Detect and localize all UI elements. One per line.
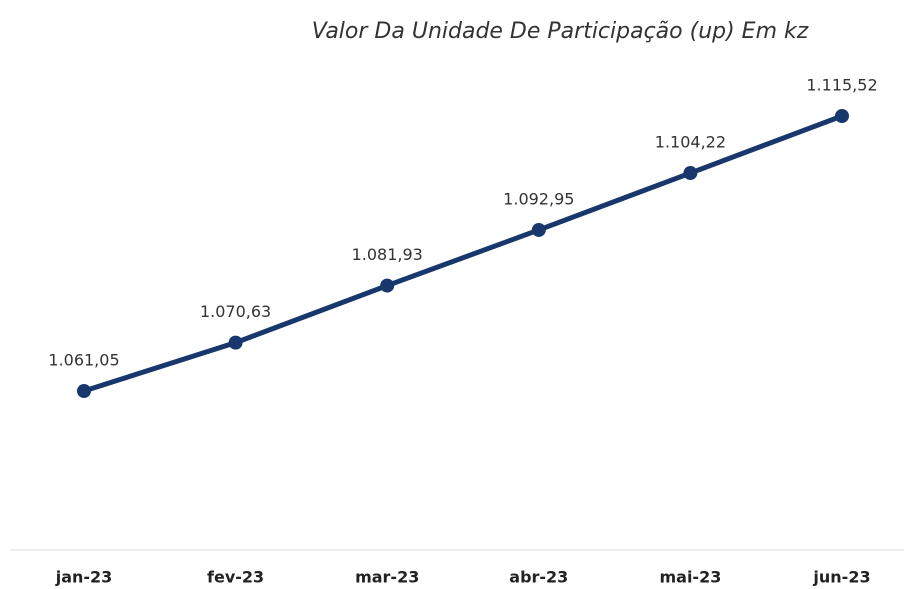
point xyxy=(228,335,243,350)
data-label: 1.104,22 xyxy=(655,133,726,152)
x-tick-label: mar-23 xyxy=(355,568,419,587)
x-tick-label: jun-23 xyxy=(812,568,870,587)
x-tick-label: mai-23 xyxy=(659,568,721,587)
data-label: 1.070,63 xyxy=(200,302,271,321)
chart-title: Valor Da Unidade De Participação (up) Em… xyxy=(312,19,809,44)
x-tick-label: jan-23 xyxy=(55,568,113,587)
x-tick-label: abr-23 xyxy=(509,568,568,587)
point xyxy=(531,222,546,237)
point xyxy=(835,109,849,123)
data-label: 1.115,52 xyxy=(806,76,877,95)
point xyxy=(380,278,395,293)
data-label: 1.061,05 xyxy=(48,351,119,370)
x-tick-label: fev-23 xyxy=(207,568,264,587)
point xyxy=(683,166,698,181)
data-label: 1.092,95 xyxy=(503,189,574,208)
data-label: 1.081,93 xyxy=(352,245,423,264)
line xyxy=(83,113,843,394)
point xyxy=(77,384,91,398)
